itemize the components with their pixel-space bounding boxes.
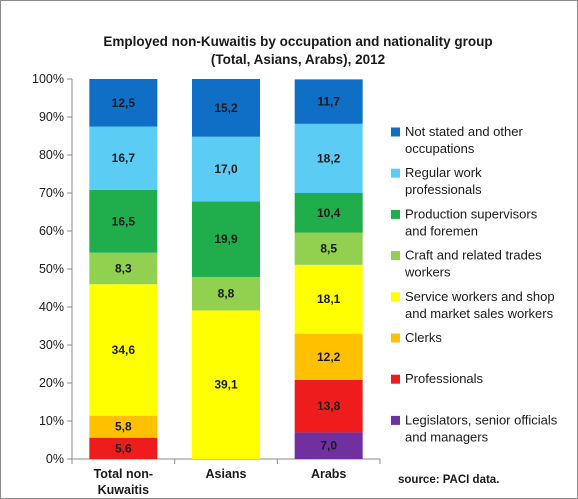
data-label: 15,2 [214, 101, 238, 115]
chart-title-line: (Total, Asians, Arabs), 2012 [211, 52, 385, 67]
y-tick-label: 50% [39, 262, 64, 276]
legend-label: professionals [405, 182, 482, 197]
legend-label: Production supervisors [405, 206, 538, 221]
bar-segment [294, 232, 363, 265]
legend-label: Not stated and other [405, 124, 523, 139]
y-tick-label: 70% [39, 186, 64, 200]
bars: 5,6 5,8 34,6 8,3 16,5 16,7 12,5 39,1 8,8 19,9 17,0… [89, 79, 363, 459]
data-label: 18,2 [317, 151, 341, 165]
legend-label: and foremen [405, 223, 478, 238]
bar-segment [294, 123, 363, 193]
legend-label: and market sales workers [405, 306, 554, 321]
bar-segment [89, 437, 158, 459]
data-label: 8,3 [115, 261, 132, 275]
data-label: 12,5 [112, 96, 136, 110]
y-tick-label: 0% [46, 452, 64, 466]
source-note: source: PACI data. [398, 474, 499, 486]
data-label: 34,6 [112, 343, 136, 357]
bar-segment [192, 201, 260, 277]
legend-label: Craft and related trades [405, 248, 542, 263]
data-label: 39,1 [214, 378, 238, 392]
bar-segment [89, 284, 158, 416]
bar-segment [294, 432, 363, 459]
y-tick-label: 30% [39, 338, 64, 352]
data-label: 16,5 [112, 214, 136, 228]
data-label: 5,6 [115, 441, 132, 455]
data-label: 19,9 [214, 232, 238, 246]
chart-title: Employed non-Kuwaitis by occupation and … [103, 34, 492, 67]
legend-swatch [391, 209, 400, 219]
category-label: Kuwaitis [98, 483, 149, 497]
chart-title-line: Employed non-Kuwaitis by occupation and … [103, 34, 492, 49]
legend-label: occupations [405, 141, 475, 156]
data-label: 11,7 [317, 95, 340, 109]
legend: Not stated and other occupations Regular w… [391, 124, 558, 444]
bar-segment [294, 264, 363, 334]
bar-segment [89, 126, 158, 190]
data-label: 5,8 [115, 420, 132, 434]
legend-swatch [391, 168, 400, 178]
legend-label: Clerks [405, 330, 442, 345]
legend-swatch [391, 415, 400, 425]
legend-swatch [391, 251, 400, 261]
data-label: 10,4 [317, 206, 341, 220]
legend-swatch [391, 374, 400, 384]
legend-label: Service workers and shop [405, 289, 555, 304]
legend-label: and managers [405, 429, 489, 444]
bar-segment [294, 193, 363, 233]
bar-segment [192, 136, 260, 202]
bar-segment [294, 79, 363, 124]
y-tick-label: 100% [32, 72, 64, 86]
bar-segment [192, 310, 260, 459]
data-label: 8,5 [320, 242, 337, 256]
bar-segment [294, 379, 363, 433]
y-axis: 0% 10% 20% 30% 40% 50% 60% 70% 80% 90% 100% [32, 72, 381, 466]
x-axis-labels: Total non- Kuwaitis Asians Arabs [94, 467, 347, 497]
legend-swatch [391, 333, 400, 343]
bar-segment [89, 252, 158, 285]
category-label: Arabs [311, 467, 346, 481]
legend-label: Legislators, senior officials [405, 412, 558, 427]
legend-label: Professionals [405, 371, 484, 386]
legend-label: Regular work [405, 165, 482, 180]
data-label: 8,8 [218, 287, 235, 301]
category-label: Asians [206, 467, 247, 481]
y-tick-label: 80% [39, 148, 64, 162]
legend-swatch [391, 292, 400, 302]
data-label: 18,1 [317, 292, 341, 306]
y-tick-label: 20% [39, 376, 64, 390]
y-tick-label: 90% [39, 110, 64, 124]
data-label: 7,0 [320, 439, 337, 453]
category-label: Total non- [94, 467, 153, 481]
bar-segment [294, 333, 363, 380]
bar-segment [192, 276, 260, 311]
legend-label: workers [404, 265, 451, 280]
y-tick-label: 10% [39, 414, 64, 428]
bar-segment [89, 415, 158, 438]
data-label: 13,8 [317, 399, 341, 413]
data-label: 12,2 [317, 350, 341, 364]
data-label: 16,7 [112, 151, 136, 165]
bar-segment [89, 189, 158, 253]
y-tick-label: 60% [39, 224, 64, 238]
legend-swatch [391, 127, 400, 137]
bar-segment [89, 79, 158, 127]
y-tick-label: 40% [39, 300, 64, 314]
bar-segment [192, 79, 260, 137]
data-label: 17,0 [214, 162, 238, 176]
